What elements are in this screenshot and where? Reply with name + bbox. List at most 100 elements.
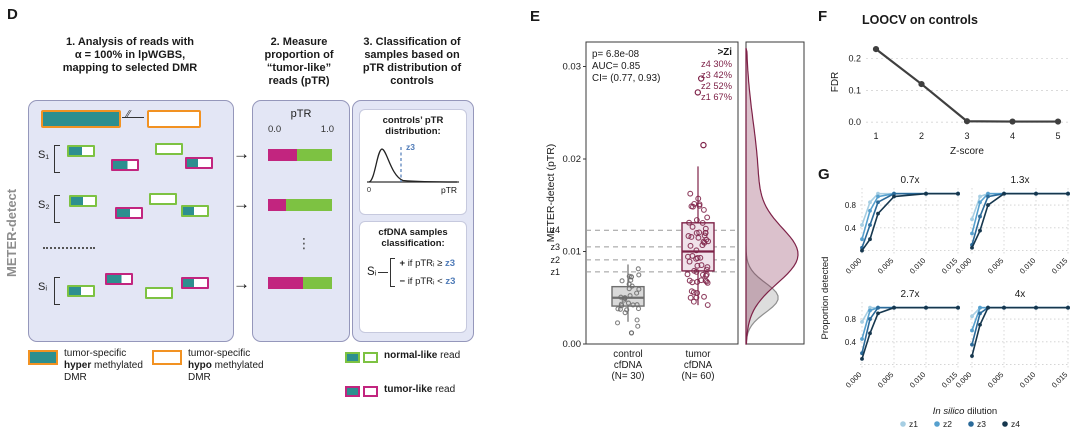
e-zi-row: z1 67% (701, 92, 732, 102)
controls-distribution-card: controls’ pTR distribution: z3 0 pTR (359, 109, 467, 215)
ellipsis-rows (43, 247, 95, 249)
class-negative-rule: − if pTRᵢ < z3 (399, 276, 455, 287)
e-outlier-point (700, 141, 707, 149)
classification-card: cfDNA samples classification: Sᵢ + if pT… (359, 221, 467, 333)
g-ytick-label: 0.4 (845, 224, 857, 233)
g-ytick-label: 0.4 (845, 338, 857, 347)
g-subplot-title: 1.3x (1011, 175, 1030, 186)
g-point-z1 (970, 314, 974, 319)
classification-title: cfDNA samples classification: (378, 227, 448, 250)
g-subplot-title: 2.7x (901, 289, 920, 300)
g-point-z4 (1034, 191, 1038, 196)
plus-text: if pTRᵢ ≥ (407, 257, 446, 269)
g-line-z4 (971, 306, 1068, 357)
classification-rule: Sᵢ + if pTRᵢ ≥ z3 − if pTRᵢ < z3 (367, 257, 463, 287)
tumor-read (181, 277, 209, 289)
g-subplot-title: 0.7x (901, 175, 920, 186)
panel-f-chart: LOOCV on controls 0.0 0.1 0.2 1 2 3 4 5 FDR Z-scor… (830, 13, 1068, 157)
g-xtick-label: 0.005 (876, 370, 896, 390)
tumor-read (105, 273, 133, 285)
g-point-z4 (970, 354, 974, 358)
g-legend-label-z1: z1 (909, 419, 918, 428)
g-point-z3 (978, 214, 982, 219)
e-jitter-point (691, 200, 698, 207)
e-zi-row: z4 30% (701, 59, 732, 69)
step1-title: 1. Analysis of reads with α = 100% in lp… (62, 36, 198, 74)
e-jitter-point (634, 302, 640, 308)
g-xtick-label: 0.015 (1050, 370, 1070, 390)
e-jitter-point (693, 217, 700, 223)
g-legend-dot-z1 (900, 421, 906, 427)
g-xtick-label: 0.015 (1050, 256, 1070, 276)
class-sample-label: Sᵢ (367, 266, 377, 279)
tumor-read (115, 207, 143, 219)
g-line-z3 (971, 306, 1068, 345)
ptr-title: pTR (290, 108, 312, 120)
e-jitter-point (615, 306, 621, 312)
sample-s1-label: S₁ (38, 149, 50, 161)
g-point-z4 (892, 194, 896, 199)
panel-g-label: G (818, 166, 830, 183)
e-jitter-point (686, 258, 693, 265)
e-jitter-point (699, 271, 706, 278)
minus-text: if pTRᵢ < (407, 275, 446, 287)
class-bracket (390, 257, 396, 287)
e-ytick-label: 0.00 (563, 339, 582, 350)
e-jitter-point (700, 206, 707, 213)
g-xtick-label: 0.000 (954, 370, 974, 390)
e-jitter-point (636, 272, 642, 278)
e-jitter-point (695, 195, 702, 202)
g-ytick-label: 0.8 (845, 315, 857, 324)
g-point-z2 (876, 194, 880, 199)
e-xtick-label: cfDNA (684, 360, 713, 371)
sample-s2-label: S₂ (38, 199, 50, 211)
e-stat-line: p= 6.8e-08 (592, 49, 640, 60)
dist-axis-label: pTR (441, 185, 457, 195)
f-xlabel: Z-score (950, 146, 984, 157)
e-jitter-point (696, 229, 703, 236)
g-legend-dot-z4 (1002, 421, 1008, 427)
panel-g-chart: Proportion detected 0.7x 0.4 0.8 0.000 0.005 0… (820, 175, 1070, 428)
f-xtick-label: 1 (873, 131, 878, 141)
f-xtick-label: 3 (964, 131, 969, 141)
f-data-point (963, 118, 971, 125)
g-xtick-label: 0.005 (986, 256, 1006, 276)
e-jitter-point (704, 302, 711, 308)
e-jitter-point (619, 278, 625, 284)
g-xlabel: In silico dilution (933, 406, 997, 417)
e-threshold-label-z4: z4 (550, 225, 560, 235)
e-jitter-point (622, 295, 628, 301)
g-line-z3 (861, 306, 958, 354)
f-title: LOOCV on controls (862, 13, 978, 27)
tumor-read (111, 159, 139, 171)
e-jitter-point (625, 300, 632, 306)
f-data-point (918, 80, 925, 88)
e-jitter-point (635, 266, 641, 272)
legend-normal-read: normal-like read (345, 350, 495, 363)
e-zi-row: z2 52% (701, 81, 732, 91)
e-zi-row: z3 42% (701, 70, 732, 80)
g-point-z4 (924, 305, 928, 310)
e-jitter-point (687, 190, 694, 197)
e-jitter-point (699, 242, 706, 249)
g-point-z2 (868, 308, 872, 313)
step3-title: 3. Classification of samples based on pT… (362, 36, 462, 87)
legend-hypo-text: tumor-specific hypo methylated DMR (188, 348, 264, 383)
e-jitter-point (700, 238, 707, 245)
e-jitter-point (627, 293, 633, 299)
e-jitter-point (702, 225, 709, 232)
f-data-point (1054, 118, 1062, 125)
g-point-z1 (860, 320, 864, 324)
ptr-scale-left: 0.0 (268, 124, 282, 135)
g-point-z4 (876, 311, 880, 316)
s2-bracket (54, 195, 60, 223)
g-xtick-label: 0.010 (908, 256, 928, 276)
normal-read (145, 287, 173, 299)
e-jitter-point (694, 262, 701, 269)
g-xtick-label: 0.005 (876, 256, 896, 276)
ptr-bar-si (268, 277, 332, 289)
g-line-z4 (971, 192, 1068, 249)
g-point-z4 (868, 237, 872, 242)
e-xtick-label: (N= 30) (612, 371, 645, 382)
legend-hyper-text: tumor-specific hyper methylated DMR (64, 348, 143, 383)
